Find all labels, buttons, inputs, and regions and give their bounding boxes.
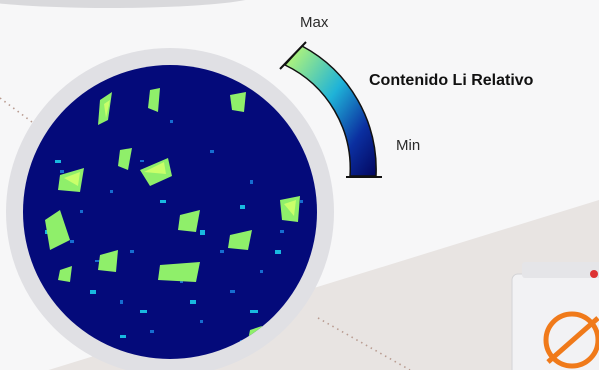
color-scale-arc [283, 45, 377, 177]
legend-max-label: Max [300, 14, 329, 31]
legend-min-label: Min [396, 137, 421, 154]
legend-title: Contenido Li Relativo [369, 72, 534, 89]
